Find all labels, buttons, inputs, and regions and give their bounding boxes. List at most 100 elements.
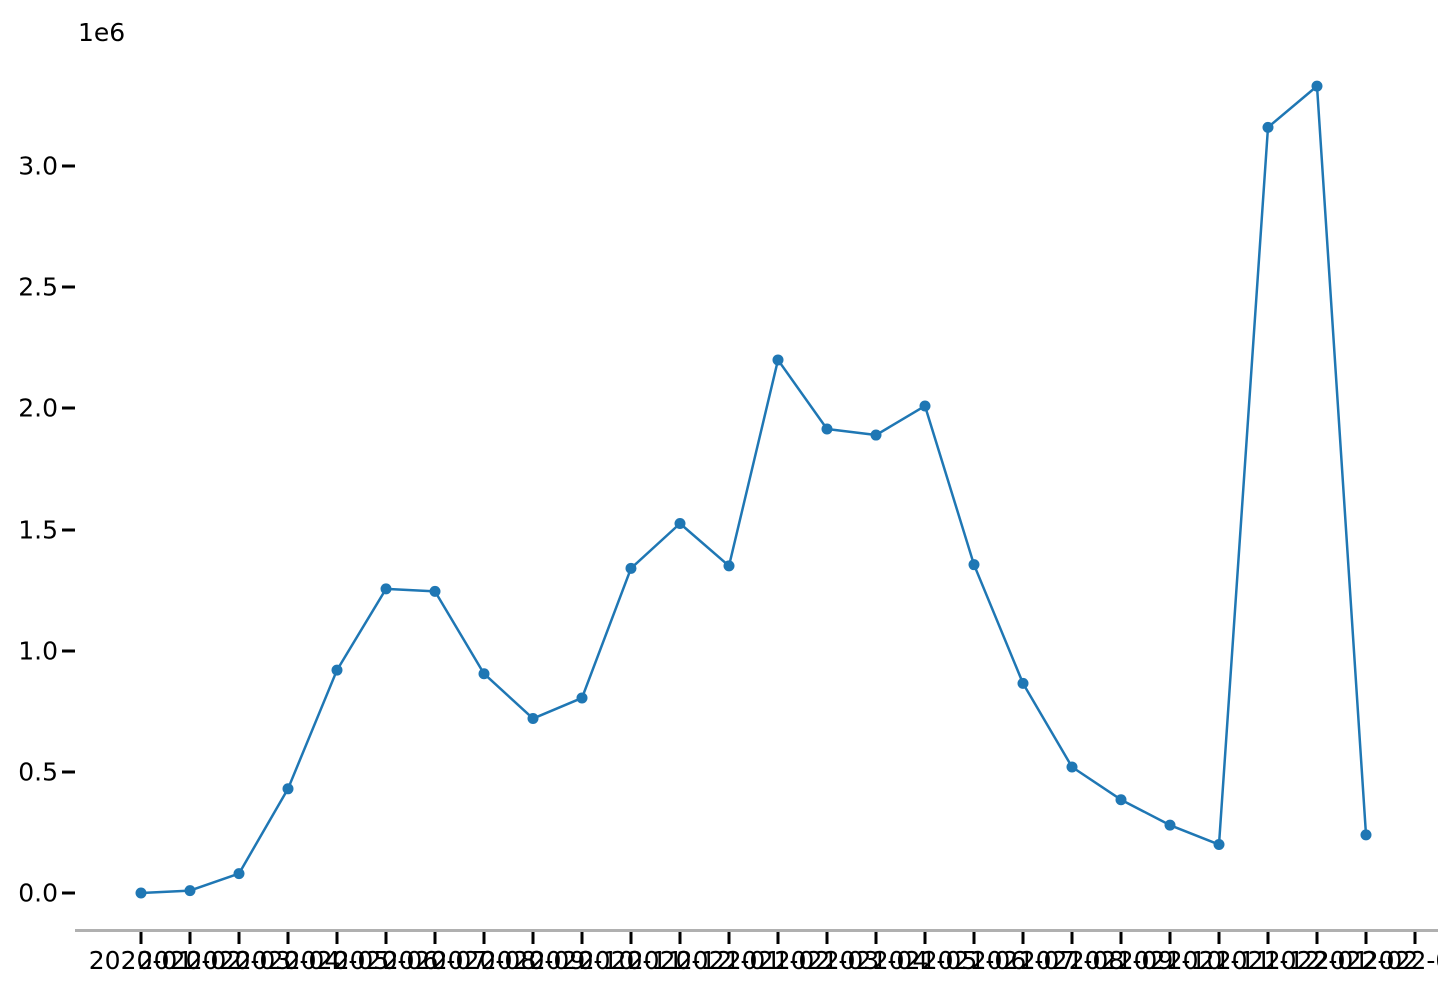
x-tick-label: 2020-09 [480, 946, 586, 975]
x-tick-label: 2021-12 [1215, 946, 1321, 975]
y-tick-label: 1.0 [18, 636, 58, 666]
data-point [625, 562, 637, 574]
data-point [527, 713, 539, 725]
data-markers [135, 80, 1372, 899]
data-point [478, 668, 490, 680]
x-tick-label: 2021-02 [725, 946, 831, 975]
x-tick-mark [1364, 931, 1368, 944]
x-tick-mark [482, 931, 486, 944]
x-tick-label: 2020-08 [431, 946, 537, 975]
x-tick-mark [531, 931, 535, 944]
x-tick-mark [335, 931, 339, 944]
x-tick-mark [1119, 931, 1123, 944]
x-tick-mark [1168, 931, 1172, 944]
x-tick-mark [678, 931, 682, 944]
y-tick-mark [62, 406, 75, 410]
x-tick-label: 2021-06 [921, 946, 1027, 975]
y-tick-label: 1.5 [18, 515, 58, 545]
y-tick-mark [62, 891, 75, 895]
x-tick-label: 2020-11 [578, 946, 684, 975]
x-tick-mark [874, 931, 878, 944]
x-tick-mark [1021, 931, 1025, 944]
data-point [968, 559, 980, 571]
x-tick-label: 2020-12 [627, 946, 733, 975]
x-tick-mark [727, 931, 731, 944]
x-tick-mark [384, 931, 388, 944]
x-tick-label: 2021-08 [1019, 946, 1125, 975]
x-tick-label: 2020-06 [333, 946, 439, 975]
y-tick-label: 2.5 [18, 272, 58, 302]
x-tick-mark [1315, 931, 1319, 944]
x-tick-mark [776, 931, 780, 944]
x-tick-mark [1217, 931, 1221, 944]
x-tick-mark [580, 931, 584, 944]
x-tick-mark [972, 931, 976, 944]
data-point [674, 517, 686, 529]
data-point [1017, 677, 1029, 689]
x-tick-mark [825, 931, 829, 944]
x-tick-label: 2022-02 [1313, 946, 1419, 975]
x-tick-label: 2022-03 [1362, 946, 1438, 975]
x-tick-label: 2020-05 [284, 946, 390, 975]
data-point [1360, 829, 1372, 841]
x-tick-label: 2021-01 [676, 946, 782, 975]
data-point [919, 400, 931, 412]
x-tick-label: 2021-07 [970, 946, 1076, 975]
x-tick-label: 2020-01 [88, 946, 194, 975]
x-tick-label: 2021-05 [872, 946, 978, 975]
data-point [870, 429, 882, 441]
data-point [233, 868, 245, 880]
x-tick-mark [1266, 931, 1270, 944]
x-tick-label: 2020-03 [186, 946, 292, 975]
x-tick-label: 2020-07 [382, 946, 488, 975]
data-point [772, 354, 784, 366]
x-tick-mark [188, 931, 192, 944]
data-point [1164, 819, 1176, 831]
data-point [1066, 761, 1078, 773]
x-tick-label: 2021-10 [1117, 946, 1223, 975]
data-point [576, 692, 588, 704]
data-point [1213, 839, 1225, 851]
x-tick-mark [286, 931, 290, 944]
data-point [723, 560, 735, 572]
data-line [139, 84, 1368, 895]
data-point [1115, 794, 1127, 806]
x-tick-label: 2020-02 [137, 946, 243, 975]
x-tick-mark [923, 931, 927, 944]
x-tick-label: 2021-11 [1166, 946, 1272, 975]
y-axis-offset-label: 1e6 [78, 18, 126, 47]
x-tick-label: 2021-03 [774, 946, 880, 975]
data-point [380, 583, 392, 595]
x-tick-mark [1070, 931, 1074, 944]
x-axis-spine [75, 929, 1438, 932]
y-tick-mark [62, 285, 75, 289]
data-point [331, 664, 343, 676]
data-point [821, 423, 833, 435]
x-tick-label: 2020-10 [529, 946, 635, 975]
x-tick-mark [237, 931, 241, 944]
x-tick-label: 2021-09 [1068, 946, 1174, 975]
y-tick-label: 2.0 [18, 393, 58, 423]
data-point [282, 783, 294, 795]
data-point [1311, 80, 1323, 92]
y-tick-mark [62, 528, 75, 532]
y-tick-label: 0.5 [18, 757, 58, 787]
x-tick-mark [629, 931, 633, 944]
y-tick-label: 3.0 [18, 151, 58, 181]
data-point [184, 885, 196, 897]
y-tick-mark [62, 164, 75, 168]
x-tick-mark [433, 931, 437, 944]
data-point [429, 585, 441, 597]
x-tick-mark [139, 931, 143, 944]
x-tick-label: 2022-01 [1264, 946, 1370, 975]
data-point [1262, 121, 1274, 133]
y-tick-mark [62, 770, 75, 774]
x-tick-label: 2020-04 [235, 946, 341, 975]
x-tick-mark [1413, 931, 1417, 944]
data-point [135, 887, 147, 899]
x-tick-label: 2021-04 [823, 946, 929, 975]
y-tick-mark [62, 649, 75, 653]
